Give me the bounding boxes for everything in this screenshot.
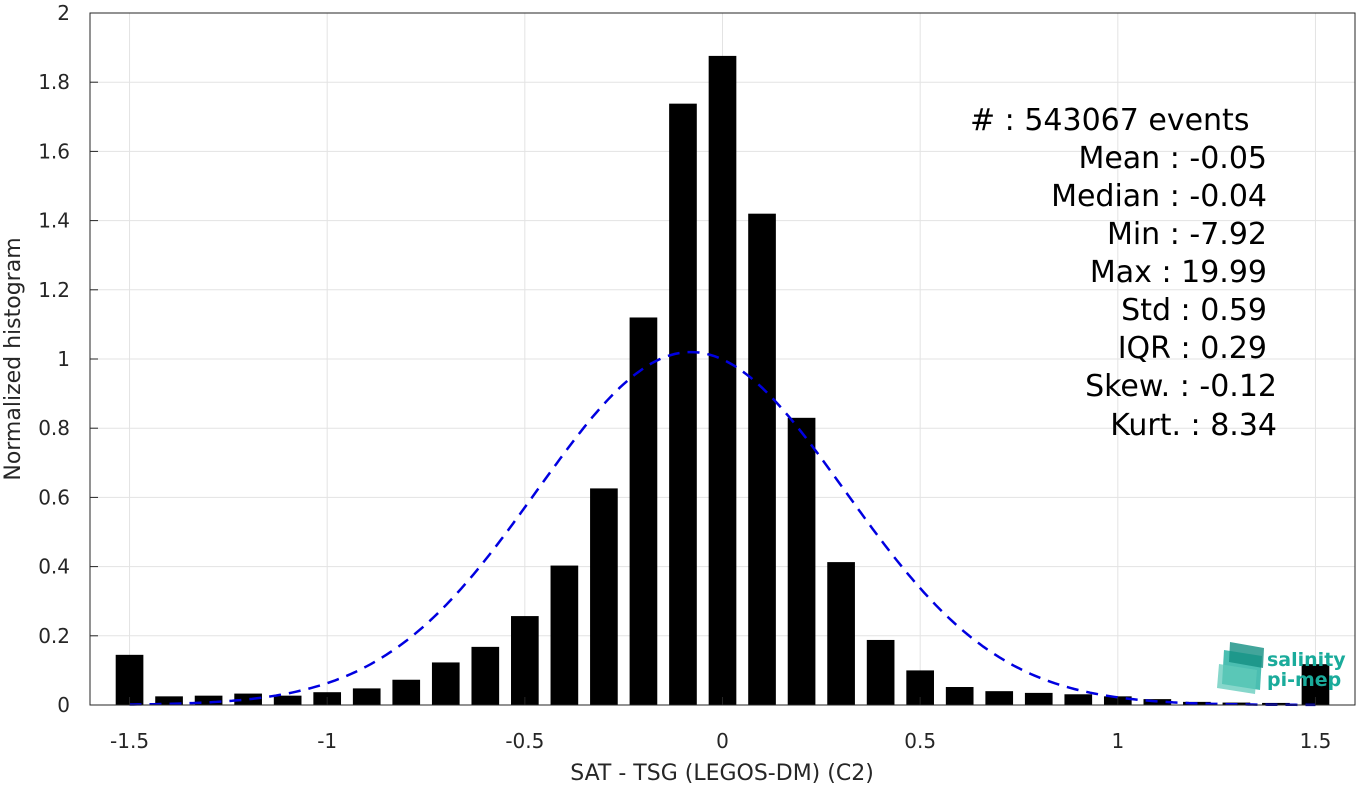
y-axis-label: Normalized histogram	[1, 237, 26, 480]
y-tick-label: 1	[57, 347, 70, 371]
stats-std: Std : 0.59	[1121, 293, 1267, 328]
y-tick-labels: 0 0.2 0.4 0.6 0.8 1 1.2 1.4 1.6 1.8 2	[38, 1, 70, 717]
x-tick-label: 0	[716, 729, 729, 753]
y-tick-label: 1.4	[38, 209, 70, 233]
histogram-bar	[471, 646, 500, 705]
histogram-bar	[866, 639, 895, 705]
y-tick-label: 0.6	[38, 485, 70, 509]
stats-min: Min : -7.92	[1107, 217, 1267, 252]
x-tick-label: -1	[317, 729, 337, 753]
histogram-bar	[550, 565, 579, 705]
histogram-bar	[590, 488, 618, 705]
x-tick-labels: -1.5 -1 -0.5 0 0.5 1 1.5	[110, 729, 1331, 753]
y-tick-label: 2	[57, 1, 70, 25]
y-tick-label: 0.2	[38, 624, 70, 648]
histogram-bar	[985, 691, 1014, 705]
histogram-bar	[511, 616, 539, 705]
histogram-bar	[1024, 692, 1053, 705]
histogram-bar	[669, 103, 697, 706]
logo-text-pimep: pi-mep	[1267, 669, 1341, 691]
stats-count: # : 543067 events	[970, 103, 1249, 138]
histogram-bar	[155, 696, 183, 705]
stats-mean: Mean : -0.05	[1078, 141, 1267, 176]
histogram-bar	[273, 695, 302, 705]
x-axis-label: SAT - TSG (LEGOS-DM) (C2)	[570, 761, 874, 785]
histogram-bar	[352, 688, 381, 705]
histogram-bar	[787, 417, 816, 705]
stats-kurtosis: Kurt. : 8.34	[1110, 408, 1277, 443]
stats-skewness: Skew. : -0.12	[1085, 369, 1277, 404]
histogram-bar	[234, 693, 262, 705]
histogram-bar	[194, 695, 223, 705]
stats-iqr: IQR : 0.29	[1118, 331, 1267, 366]
bars	[115, 55, 1330, 706]
statistics-annotation: # : 543067 events Mean : -0.05 Median : …	[970, 103, 1277, 443]
y-tick-label: 0.4	[38, 555, 70, 579]
stats-median: Median : -0.04	[1051, 179, 1267, 214]
axis-ticks	[90, 12, 1316, 706]
y-tick-label: 1.8	[38, 70, 70, 94]
histogram-bar	[115, 654, 144, 705]
histogram-bar	[748, 213, 776, 705]
y-tick-label: 0	[57, 693, 70, 717]
y-tick-label: 1.6	[38, 139, 70, 163]
x-tick-label: -1.5	[110, 729, 149, 753]
histogram-bar	[1064, 694, 1093, 705]
histogram-bar	[827, 562, 855, 705]
x-tick-label: 1.5	[1300, 729, 1332, 753]
logo-text-salinity: salinity	[1267, 649, 1346, 671]
logo-mark-icon	[1217, 642, 1264, 694]
salinity-pimep-logo: salinity pi-mep	[1217, 642, 1346, 694]
histogram-bar	[629, 317, 658, 705]
x-tick-label: 1	[1111, 729, 1124, 753]
histogram-bar	[392, 679, 421, 705]
y-tick-label: 1.2	[38, 278, 70, 302]
x-tick-label: 0.5	[904, 729, 936, 753]
y-tick-label: 0.8	[38, 416, 70, 440]
x-tick-label: -0.5	[505, 729, 544, 753]
stats-max: Max : 19.99	[1090, 255, 1267, 290]
histogram-bar	[431, 662, 460, 705]
histogram-bar	[945, 687, 974, 705]
histogram-bar	[708, 55, 737, 706]
